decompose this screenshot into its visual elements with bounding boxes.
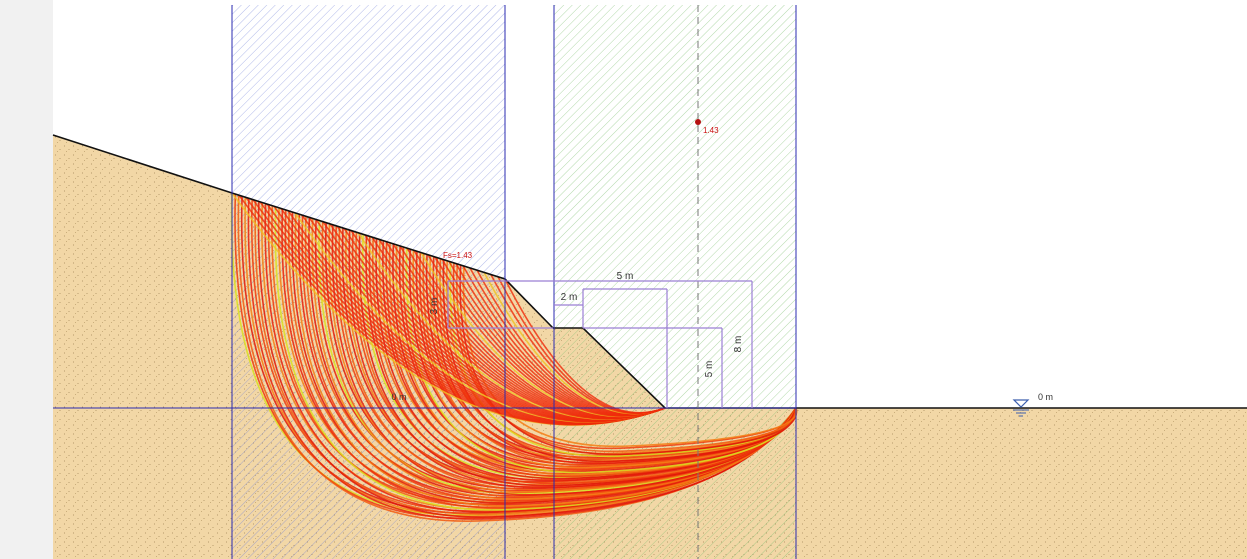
slip-surface [368,236,797,485]
slip-surface [504,278,666,414]
dim-berm-width: 2 m [561,292,578,303]
dim-lower-height: 5 m [704,361,715,378]
left-margin [0,0,53,559]
slip-surface [331,224,797,496]
critical-centre-point[interactable] [695,119,701,125]
slip-surface [294,213,797,507]
dim-upper-width: 5 m [617,271,634,282]
dim-berm-height: 3 m [429,298,440,315]
water-level-label: 0 m [1038,392,1053,402]
slip-surface [257,201,797,518]
fs-label: Fs=1.43 [443,251,473,260]
slip-surface [462,266,798,448]
search-area-boundaries [231,5,797,559]
datum-label: 0 m [391,392,406,402]
centre-fs-label: 1.43 [703,126,719,135]
dimensions [447,280,753,408]
slip-surfaces [230,192,798,522]
water-table-icon [1012,399,1030,417]
dim-total-height: 8 m [733,336,744,353]
